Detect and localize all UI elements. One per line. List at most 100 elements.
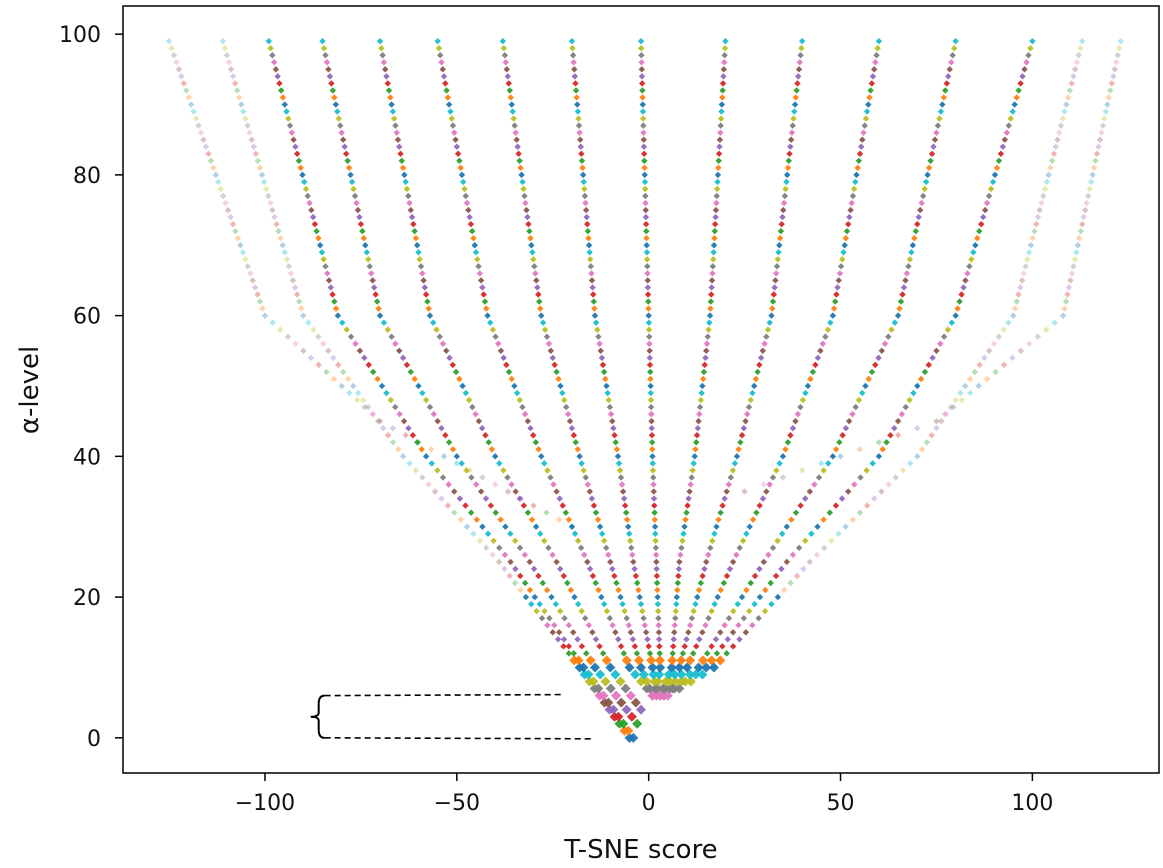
- scatter-point: [468, 227, 476, 235]
- scatter-point: [645, 326, 653, 333]
- scatter-point: [547, 474, 554, 481]
- scatter-point: [463, 199, 471, 207]
- scatter-point: [845, 220, 852, 228]
- scatter-point: [165, 37, 173, 45]
- scatter-point: [274, 73, 281, 80]
- scatter-point: [706, 312, 714, 319]
- scatter-point: [670, 676, 681, 687]
- scatter-point: [559, 502, 566, 509]
- scatter-point: [843, 227, 851, 235]
- scatter-point: [625, 690, 636, 701]
- scatter-point: [630, 669, 641, 680]
- scatter-point: [347, 171, 354, 179]
- scatter-point: [353, 199, 360, 207]
- scatter-point: [894, 417, 902, 425]
- scatter-point: [325, 277, 333, 284]
- scatter-point: [421, 284, 429, 291]
- scatter-point: [654, 669, 665, 680]
- scatter-point: [445, 101, 453, 108]
- scatter-point: [768, 312, 775, 319]
- scatter-point: [713, 650, 721, 657]
- scatter-point: [670, 636, 677, 643]
- scatter-point: [520, 185, 527, 193]
- scatter-point: [776, 460, 783, 467]
- scatter-point: [790, 115, 797, 122]
- scatter-point: [902, 403, 909, 411]
- scatter-point: [669, 650, 676, 657]
- scatter-point: [636, 593, 643, 601]
- scatter-point: [577, 544, 585, 552]
- scatter-point: [641, 178, 649, 186]
- scatter-point: [1057, 122, 1065, 129]
- scatter-point: [319, 37, 326, 45]
- scatter-point: [616, 467, 624, 474]
- scatter-point: [434, 467, 441, 474]
- scatter-point: [813, 551, 821, 559]
- scatter-point: [952, 396, 959, 404]
- scatter-point: [708, 607, 715, 615]
- scatter-point: [957, 389, 964, 397]
- scatter-point: [595, 669, 606, 680]
- scatter-point: [571, 73, 579, 80]
- scatter-point: [713, 523, 720, 530]
- scatter-point: [868, 80, 876, 87]
- scatter-point: [508, 375, 515, 383]
- scatter-point: [784, 164, 792, 172]
- scatter-point: [784, 439, 792, 446]
- scatter-point: [857, 474, 864, 481]
- scatter-point: [1067, 277, 1074, 284]
- scatter-point: [644, 284, 652, 291]
- scatter-point: [733, 551, 740, 559]
- scatter-point: [972, 242, 979, 249]
- scatter-point: [856, 150, 864, 157]
- scatter-point: [310, 326, 317, 333]
- scatter-point: [436, 333, 443, 340]
- scatter-point: [933, 129, 940, 136]
- scatter-point: [628, 544, 635, 552]
- scatter-point: [574, 446, 581, 453]
- scatter-point: [504, 474, 511, 481]
- scatter-point: [578, 150, 585, 157]
- scatter-point: [638, 52, 645, 59]
- scatter-point: [766, 319, 773, 326]
- scatter-point: [627, 629, 634, 636]
- scatter-point: [629, 636, 637, 643]
- scatter-point: [1011, 305, 1019, 312]
- scatter-point: [530, 502, 537, 509]
- scatter-point: [912, 227, 919, 235]
- scatter-point: [623, 516, 631, 523]
- scatter-point: [580, 467, 587, 474]
- scatter-point: [399, 354, 407, 362]
- scatter-point: [849, 192, 857, 200]
- scatter-point: [650, 481, 657, 488]
- scatter-point: [838, 495, 846, 502]
- scatter-point: [625, 523, 632, 530]
- scatter-point: [434, 37, 441, 45]
- scatter-point: [612, 439, 619, 446]
- scatter-point: [467, 509, 475, 516]
- scatter-point: [1113, 59, 1120, 66]
- scatter-point: [229, 220, 237, 228]
- scatter-point: [291, 284, 299, 291]
- scatter-point: [830, 305, 838, 312]
- scatter-point: [348, 178, 356, 186]
- scatter-point: [824, 326, 832, 333]
- scatter-point: [301, 178, 308, 186]
- scatter-point: [603, 544, 610, 552]
- scatter-point: [888, 326, 895, 333]
- scatter-point: [565, 650, 573, 657]
- scatter-point: [610, 669, 621, 680]
- scatter-point: [738, 432, 746, 439]
- scatter-point: [465, 396, 473, 404]
- scatter-point: [568, 425, 576, 432]
- scatter-point: [449, 446, 457, 453]
- scatter-point: [496, 544, 503, 552]
- x-tick-label: −100: [235, 791, 295, 816]
- scatter-point: [719, 643, 726, 650]
- scatter-point: [1070, 263, 1077, 270]
- scatter-point: [210, 164, 217, 172]
- scatter-point: [279, 242, 286, 249]
- scatter-point: [536, 600, 543, 608]
- scatter-point: [581, 551, 588, 559]
- scatter-point: [940, 333, 948, 340]
